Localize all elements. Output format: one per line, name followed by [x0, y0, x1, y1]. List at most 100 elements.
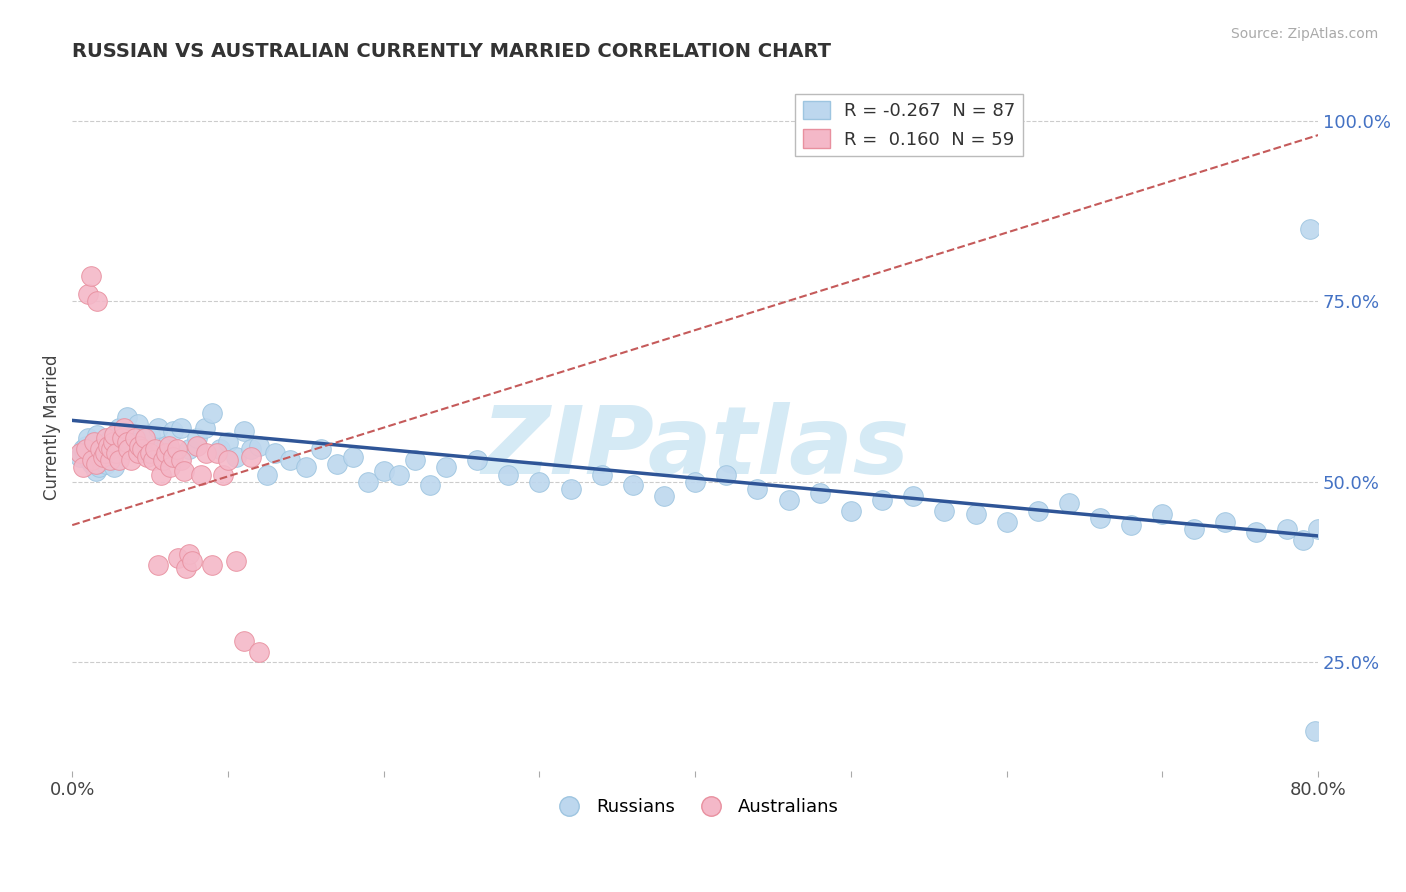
Point — [181, 554, 204, 568]
Point — [108, 453, 131, 467]
Point — [83, 435, 105, 450]
Point — [131, 442, 153, 457]
Point — [1057, 496, 1080, 510]
Point — [529, 475, 551, 489]
Point — [98, 453, 121, 467]
Point — [591, 467, 613, 482]
Point — [167, 550, 190, 565]
Point — [90, 450, 112, 464]
Point — [295, 460, 318, 475]
Point — [278, 453, 301, 467]
Point — [76, 287, 98, 301]
Point — [111, 432, 134, 446]
Point — [128, 439, 150, 453]
Point — [190, 467, 212, 482]
Point — [134, 432, 156, 446]
Point — [434, 460, 457, 475]
Point — [86, 427, 108, 442]
Point — [94, 446, 117, 460]
Point — [139, 446, 162, 460]
Point — [560, 482, 582, 496]
Point — [174, 561, 197, 575]
Point — [108, 420, 131, 434]
Point — [87, 460, 110, 475]
Point — [80, 442, 103, 457]
Point — [256, 467, 278, 482]
Point — [1291, 533, 1313, 547]
Point — [146, 558, 169, 572]
Point — [357, 475, 380, 489]
Point — [1088, 511, 1111, 525]
Point — [127, 417, 149, 431]
Point — [104, 446, 127, 460]
Point — [1182, 522, 1205, 536]
Point — [73, 446, 96, 460]
Point — [373, 464, 395, 478]
Point — [326, 457, 349, 471]
Point — [388, 467, 411, 482]
Point — [157, 439, 180, 453]
Point — [716, 467, 738, 482]
Y-axis label: Currently Married: Currently Married — [44, 355, 60, 500]
Point — [263, 446, 285, 460]
Point — [162, 424, 184, 438]
Point — [465, 453, 488, 467]
Point — [112, 420, 135, 434]
Point — [79, 453, 101, 467]
Point — [139, 427, 162, 442]
Point — [136, 450, 159, 464]
Point — [177, 442, 200, 457]
Point — [103, 460, 125, 475]
Point — [747, 482, 769, 496]
Point — [124, 432, 146, 446]
Point — [96, 432, 118, 446]
Point — [75, 442, 97, 457]
Point — [995, 515, 1018, 529]
Point — [89, 442, 111, 457]
Point — [97, 435, 120, 450]
Point — [69, 450, 91, 464]
Point — [124, 427, 146, 442]
Point — [232, 633, 254, 648]
Point — [404, 453, 426, 467]
Point — [1299, 222, 1322, 236]
Point — [808, 485, 831, 500]
Point — [170, 453, 193, 467]
Point — [84, 457, 107, 471]
Point — [120, 435, 142, 450]
Point — [72, 442, 94, 457]
Point — [69, 446, 91, 460]
Point — [186, 432, 208, 446]
Point — [93, 453, 115, 467]
Point — [498, 467, 520, 482]
Point — [247, 644, 270, 658]
Point — [903, 489, 925, 503]
Text: ZIPatlas: ZIPatlas — [481, 402, 910, 494]
Point — [247, 439, 270, 453]
Point — [194, 420, 217, 434]
Point — [159, 460, 181, 475]
Point — [1213, 515, 1236, 529]
Point — [76, 432, 98, 446]
Point — [115, 409, 138, 424]
Point — [84, 464, 107, 478]
Point — [100, 432, 122, 446]
Point — [1244, 525, 1267, 540]
Point — [82, 457, 104, 471]
Point — [101, 435, 124, 450]
Point — [131, 442, 153, 457]
Point — [778, 492, 800, 507]
Point — [173, 464, 195, 478]
Point — [201, 558, 224, 572]
Point — [166, 442, 188, 457]
Point — [75, 439, 97, 453]
Point — [96, 457, 118, 471]
Point — [205, 446, 228, 460]
Point — [150, 467, 173, 482]
Point — [86, 294, 108, 309]
Point — [870, 492, 893, 507]
Point — [209, 442, 232, 457]
Point — [170, 420, 193, 434]
Point — [621, 478, 644, 492]
Point — [94, 442, 117, 457]
